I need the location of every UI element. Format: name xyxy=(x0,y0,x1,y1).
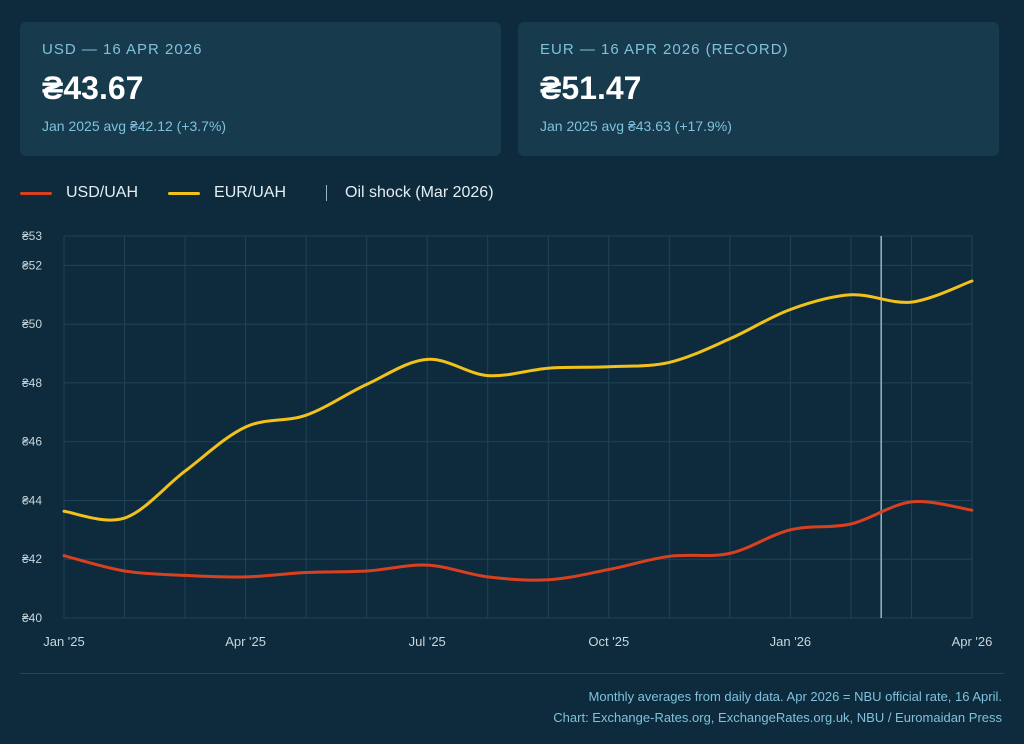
legend-label-eur: EUR/UAH xyxy=(214,184,287,201)
x-tick-label: Jan '26 xyxy=(770,634,812,649)
x-tick-label: Jul '25 xyxy=(409,634,446,649)
y-tick-label: ₴52 xyxy=(22,258,42,272)
legend-item-oil-shock: Oil shock (Mar 2026) xyxy=(316,184,494,202)
usd-card-label: USD — 16 APR 2026 xyxy=(42,41,203,58)
chart-series xyxy=(62,279,974,582)
legend-swatch-eur xyxy=(168,191,201,195)
eur-rate-card: EUR — 16 APR 2026 (RECORD) ₴51.47 Jan 20… xyxy=(518,22,999,156)
chart-footer: Monthly averages from daily data. Apr 20… xyxy=(553,686,1002,728)
exchange-rate-chart: ₴40₴42₴44₴46₴48₴50₴52₴53 Jan '25 Apr '25 J… xyxy=(22,229,992,649)
x-axis-ticks: Jan '25 Apr '25 Jul '25 Oct '25 Jan '26 Apr '… xyxy=(43,634,992,649)
footer-divider xyxy=(20,673,1004,674)
y-axis-ticks: ₴40 ₴42 ₴44 ₴46 ₴48 ₴50 ₴52 ₴53 xyxy=(22,229,42,625)
legend-marker-oil-shock xyxy=(326,185,328,201)
y-tick-label: ₴48 xyxy=(22,376,42,390)
y-tick-label: ₴46 xyxy=(22,435,42,449)
eur-card-comparison: Jan 2025 avg ₴43.63 (+17.9%) xyxy=(540,118,732,134)
y-tick-label: ₴40 xyxy=(22,611,42,625)
y-tick-label: ₴53 xyxy=(22,229,42,243)
legend-label-usd: USD/UAH xyxy=(66,184,139,201)
x-tick-label: Apr '25 xyxy=(225,634,266,649)
usd-uah-series-line xyxy=(62,500,974,582)
eur-card-label: EUR — 16 APR 2026 (RECORD) xyxy=(540,41,789,58)
eur-uah-series-line xyxy=(62,279,974,522)
y-tick-label: ₴50 xyxy=(22,317,42,331)
y-tick-label: ₴44 xyxy=(22,493,42,507)
x-tick-label: Oct '25 xyxy=(588,634,629,649)
x-tick-label: Jan '25 xyxy=(43,634,85,649)
chart-legend: USD/UAH EUR/UAH Oil shock (Mar 2026) xyxy=(20,181,524,205)
footer-source: Chart: Exchange-Rates.org, ExchangeRates… xyxy=(553,710,1002,725)
chart-grid xyxy=(63,235,973,619)
eur-card-value: ₴51.47 xyxy=(540,70,642,106)
footer-note: Monthly averages from daily data. Apr 20… xyxy=(588,689,1002,704)
usd-card-value: ₴43.67 xyxy=(42,70,144,106)
legend-item-eur: EUR/UAH xyxy=(168,184,286,202)
legend-item-usd: USD/UAH xyxy=(20,184,138,202)
x-tick-label: Apr '26 xyxy=(952,634,993,649)
legend-swatch-usd xyxy=(20,191,52,195)
usd-rate-card: USD — 16 APR 2026 ₴43.67 Jan 2025 avg ₴4… xyxy=(20,22,501,156)
legend-label-oil-shock: Oil shock (Mar 2026) xyxy=(345,184,494,201)
usd-card-comparison: Jan 2025 avg ₴42.12 (+3.7%) xyxy=(42,118,227,134)
y-tick-label: ₴42 xyxy=(22,552,42,566)
